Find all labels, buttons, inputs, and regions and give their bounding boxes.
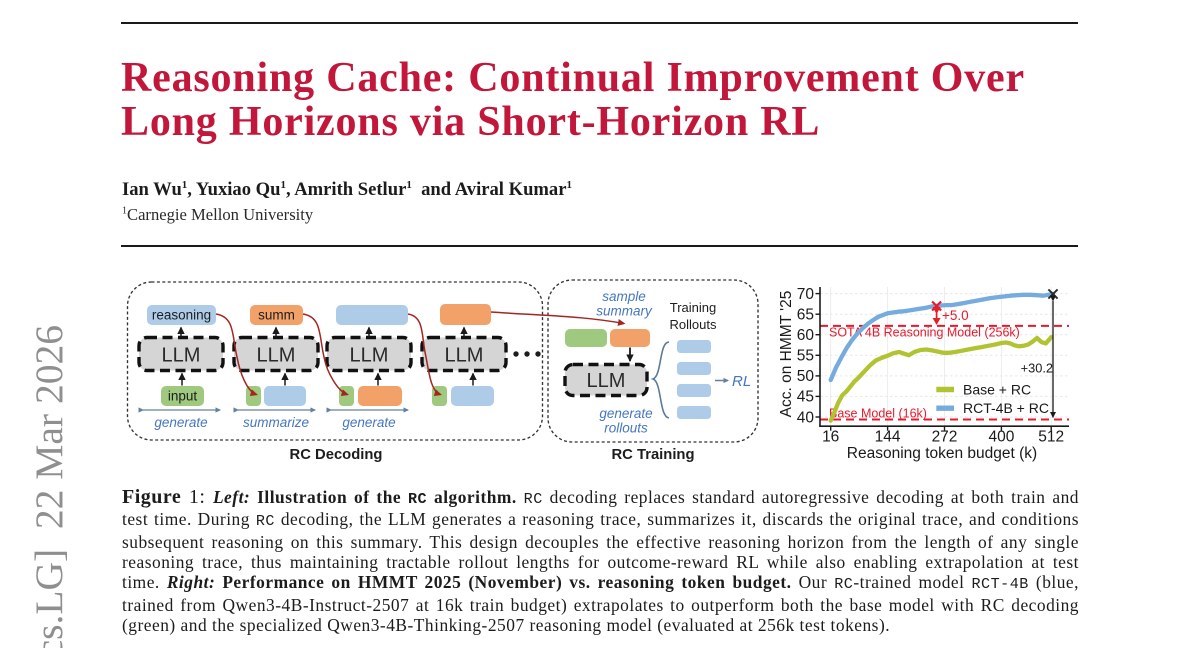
svg-text:Acc. on HMMT '25: Acc. on HMMT '25 — [778, 291, 795, 418]
svg-text:Training: Training — [670, 300, 716, 315]
svg-text:rollouts: rollouts — [604, 421, 648, 436]
svg-text:45: 45 — [797, 389, 814, 406]
svg-text:Base Model (16k): Base Model (16k) — [829, 407, 927, 421]
svg-text:+5.0: +5.0 — [942, 308, 969, 323]
svg-text:input: input — [168, 389, 198, 404]
svg-text:LLM: LLM — [587, 370, 626, 392]
svg-text:512: 512 — [1038, 429, 1064, 446]
svg-text:reasoning: reasoning — [152, 308, 211, 323]
svg-text:70: 70 — [797, 286, 815, 303]
svg-text:55: 55 — [797, 348, 814, 365]
svg-text:summary: summary — [596, 304, 653, 319]
svg-text:40: 40 — [797, 409, 815, 426]
svg-text:LLM: LLM — [445, 345, 484, 367]
svg-text:RCT-4B + RC: RCT-4B + RC — [963, 400, 1049, 416]
svg-text:RL: RL — [732, 373, 751, 390]
svg-text:Base + RC: Base + RC — [963, 381, 1031, 397]
svg-text:Reasoning token budget (k): Reasoning token budget (k) — [847, 445, 1037, 462]
svg-text:generate: generate — [342, 415, 395, 430]
svg-text:65: 65 — [797, 307, 814, 324]
svg-text:Rollouts: Rollouts — [670, 317, 717, 332]
svg-text:generate: generate — [154, 415, 207, 430]
svg-text:50: 50 — [797, 368, 815, 385]
svg-text:LLM: LLM — [162, 345, 201, 367]
svg-text:400: 400 — [988, 429, 1014, 446]
svg-text:16: 16 — [822, 429, 839, 446]
svg-text:generate: generate — [599, 406, 652, 421]
svg-text:SOTA 4B Reasoning Model (256k): SOTA 4B Reasoning Model (256k) — [829, 326, 1020, 340]
svg-text:RC Training: RC Training — [611, 447, 694, 463]
svg-text:272: 272 — [932, 429, 958, 446]
svg-text:LLM: LLM — [350, 345, 389, 367]
svg-text:144: 144 — [875, 429, 901, 446]
svg-text:sample: sample — [602, 289, 646, 304]
svg-text:summarize: summarize — [243, 415, 309, 430]
svg-text:LLM: LLM — [257, 345, 296, 367]
svg-text:+30.2: +30.2 — [1021, 361, 1053, 376]
svg-text:summ: summ — [258, 308, 295, 323]
svg-text:60: 60 — [797, 327, 815, 344]
svg-text:RC Decoding: RC Decoding — [290, 447, 383, 463]
